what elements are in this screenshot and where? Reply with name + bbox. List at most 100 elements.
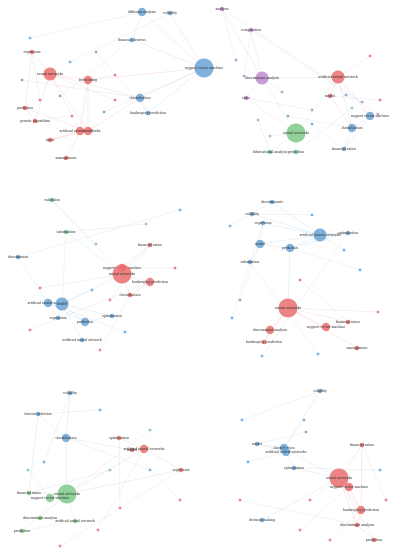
node-label: regression — [172, 468, 189, 472]
node-label: classification — [119, 293, 140, 297]
network-node — [47, 137, 53, 143]
edge — [261, 477, 340, 521]
network-node-minor — [298, 278, 302, 282]
node-label: discriminant analysis — [340, 523, 375, 527]
edge — [51, 199, 123, 275]
edge — [261, 232, 349, 357]
edge — [287, 307, 379, 313]
node-label: prediction — [366, 538, 383, 542]
edge — [49, 73, 89, 132]
network-node-minor — [280, 90, 284, 94]
network-node-minor — [234, 58, 238, 62]
edge — [299, 279, 349, 323]
network-node — [365, 111, 375, 121]
edge — [65, 223, 147, 233]
network-node-minor — [28, 36, 32, 40]
node-label: neural networks — [283, 131, 310, 135]
network-node — [281, 447, 291, 457]
node-label: stock — [46, 138, 55, 142]
node-label: artificial neural networks — [266, 450, 307, 454]
network-node — [267, 149, 273, 155]
node-label: support vector machine — [307, 325, 346, 329]
edge — [259, 243, 291, 249]
edge — [43, 392, 71, 463]
edge — [250, 29, 263, 79]
network-node — [135, 93, 145, 103]
network-node-minor — [260, 354, 264, 358]
network-node — [285, 243, 295, 253]
network-node — [255, 71, 269, 85]
node-label: feature selection — [24, 412, 51, 416]
network-node — [49, 197, 55, 203]
node-label: support vector machine — [351, 114, 390, 118]
network-panel-2: analysis computation discriminant analysis… — [216, 6, 390, 155]
edge — [28, 469, 111, 494]
network-node-minor — [378, 468, 382, 472]
edge — [257, 119, 271, 153]
node-label: optimization — [284, 466, 304, 470]
network-node — [219, 6, 225, 12]
network-node-minor — [102, 110, 106, 114]
network-node — [345, 230, 351, 236]
node-label: regression — [49, 316, 66, 320]
edge — [261, 76, 339, 79]
network-node-minor — [302, 418, 306, 422]
network-node-minor — [123, 330, 127, 334]
network-node-minor — [98, 348, 102, 352]
network-node-minor — [28, 328, 32, 332]
node-label: neural networks — [54, 492, 81, 496]
network-node — [61, 433, 71, 443]
network-node — [67, 390, 73, 396]
edge — [221, 8, 237, 61]
edge — [65, 437, 133, 451]
edge — [69, 12, 171, 63]
node-label: prediction — [14, 529, 31, 533]
node-label: diffusion analysis — [128, 10, 156, 14]
node-label: support vector machine — [31, 496, 70, 500]
edge — [84, 315, 113, 323]
network-node-minor — [310, 213, 314, 217]
node-label: bankruptcy prediction — [132, 280, 168, 284]
network-node-minor — [246, 460, 250, 464]
network-node — [269, 199, 275, 205]
node-label: optimization — [338, 231, 358, 235]
network-node-minor — [42, 460, 46, 464]
edge — [147, 67, 205, 114]
network-node-minor — [286, 114, 290, 118]
network-node — [254, 441, 260, 447]
network-node-minor — [98, 408, 102, 412]
node-label: information — [57, 230, 76, 234]
network-node — [80, 317, 90, 327]
network-node — [249, 211, 255, 217]
network-node-minor — [26, 468, 30, 472]
edge — [289, 247, 361, 271]
network-node-minor — [228, 224, 232, 228]
network-node-minor — [268, 134, 272, 138]
edge — [87, 74, 116, 81]
node-label: artificial neural network — [55, 519, 94, 523]
network-node — [129, 37, 135, 43]
network-node — [63, 229, 69, 235]
node-label: volatility — [62, 391, 77, 395]
network-node — [55, 315, 61, 321]
network-node-minor — [70, 114, 74, 118]
network-node-minor — [113, 98, 117, 102]
network-node-minor — [113, 73, 117, 77]
network-node — [359, 442, 365, 448]
edge — [356, 524, 375, 541]
edge — [99, 294, 131, 351]
network-node — [313, 228, 327, 242]
network-node — [43, 298, 53, 308]
network-node — [194, 58, 214, 78]
edge — [247, 451, 287, 463]
network-node — [43, 67, 57, 81]
network-node — [22, 105, 28, 111]
network-node — [116, 435, 122, 441]
network-node-minor — [238, 298, 242, 302]
edge — [39, 273, 123, 289]
node-label: validation — [43, 198, 60, 202]
node-label: volatility — [312, 389, 327, 393]
edge — [49, 73, 141, 99]
